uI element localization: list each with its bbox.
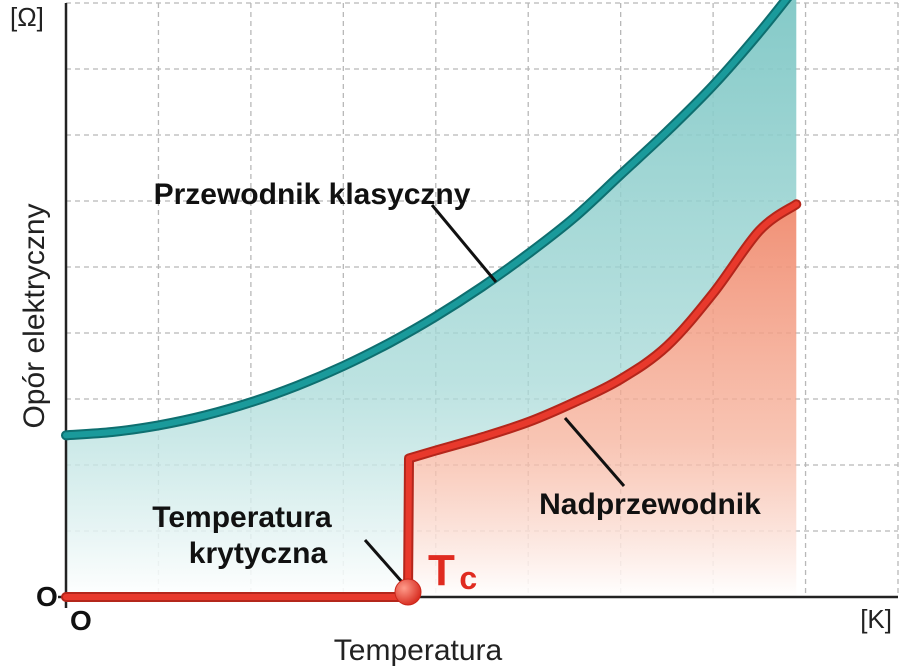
superconductor-area [409, 204, 797, 598]
superconductor-leader [563, 417, 626, 487]
y-origin-label: O [36, 581, 58, 612]
classic-conductor-area [66, 0, 797, 597]
critical-temperature-symbol-sub: c [459, 560, 477, 596]
classic-conductor-leader [430, 204, 498, 283]
classic-conductor-line [63, 0, 790, 439]
x-axis-title: Temperatura [334, 634, 503, 667]
area-fills [66, 0, 797, 598]
critical-temperature-symbol: T c [428, 546, 477, 596]
y-axis-title: Opór elektryczny [18, 203, 51, 428]
critical-temperature-symbol-t: T [428, 546, 455, 595]
superconductor-line [63, 201, 800, 600]
critical-temperature-label-line-1: Temperatura [152, 501, 332, 534]
critical-temperature-leader [363, 539, 404, 583]
series-label-classic-conductor: Przewodnik klasyczny [154, 178, 471, 211]
x-origin-label: O [70, 605, 92, 636]
x-unit-label: [K] [860, 604, 892, 634]
y-unit-label: [Ω] [10, 2, 44, 32]
critical-temperature-dot [394, 578, 422, 606]
series-label-superconductor: Nadprzewodnik [539, 488, 761, 521]
critical-temperature-label-line-2: krytyczna [189, 537, 328, 570]
series-lines [61, 0, 802, 602]
